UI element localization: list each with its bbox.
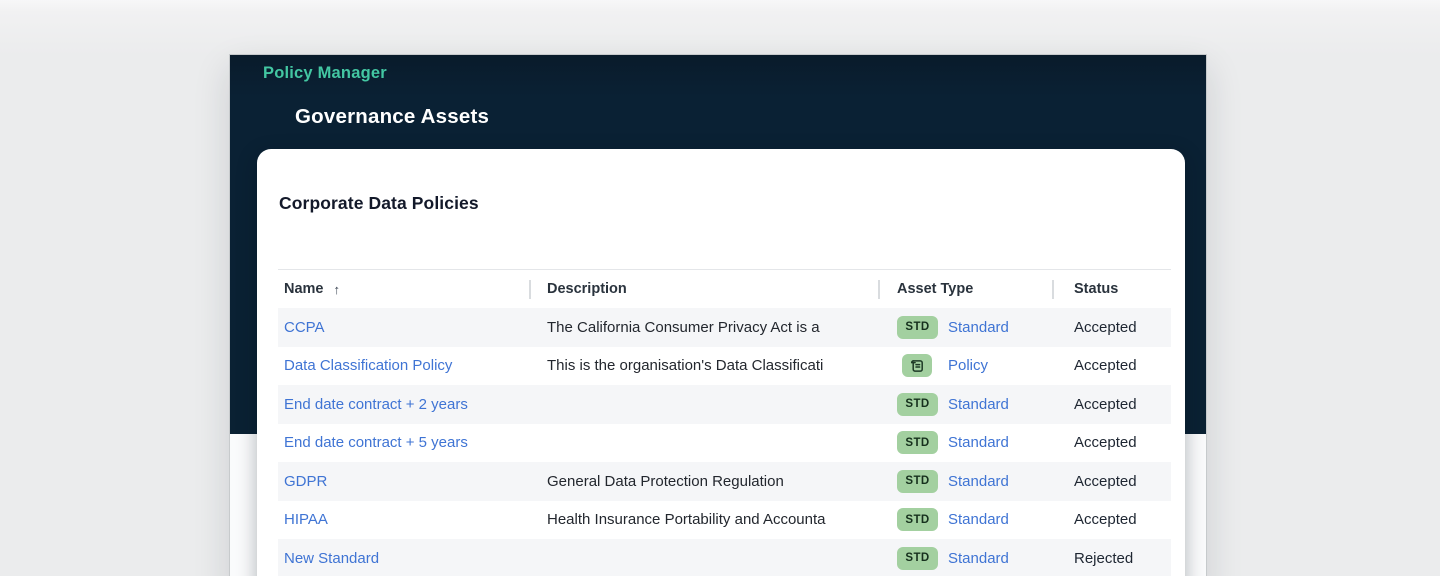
page-title: Governance Assets [295,105,490,128]
status-text: Accepted [1074,357,1137,375]
asset-type-badge-slot: STD [897,431,938,455]
scroll-icon [902,354,932,378]
policy-name-link[interactable]: End date contract + 5 years [284,434,468,452]
status-text: Accepted [1074,472,1137,490]
asset-type-link[interactable]: Standard [948,395,1009,413]
name-cell: End date contract + 5 years [278,424,529,463]
table-body: CCPA The California Consumer Privacy Act… [278,308,1171,576]
asset-type-link[interactable]: Standard [948,318,1009,336]
description-cell: General Data Protection Regulation [547,472,784,490]
app-window: Policy Manager Governance Assets Corpora… [229,54,1207,576]
asset-type-abbrev-badge: STD [897,392,938,416]
table-row: HIPAA Health Insurance Portability and A… [278,501,1171,540]
name-cell: HIPAA [278,501,529,540]
description-cell [529,424,878,463]
column-header-description-label: Description [547,281,627,297]
asset-type-badge-slot: STD [897,546,938,570]
asset-type-link[interactable]: Standard [948,511,1009,529]
description-cell: Health Insurance Portability and Account… [547,511,826,529]
asset-type-abbrev-badge: STD [897,431,938,455]
card-title: Corporate Data Policies [279,193,479,213]
asset-type-cell: STD Standard [878,385,1052,424]
sort-ascending-icon: ↑ [333,281,341,297]
asset-type-abbrev-badge: STD [897,546,938,570]
app-label: Policy Manager [263,64,387,82]
name-cell: New Standard [278,539,529,576]
policy-name-link[interactable]: CCPA [284,318,325,336]
policy-name-link[interactable]: GDPR [284,472,328,490]
column-header-asset-type-label: Asset Type [897,281,974,297]
status-text: Accepted [1074,511,1137,529]
asset-type-link[interactable]: Standard [948,472,1009,490]
column-header-description[interactable]: Description [529,270,878,308]
table-row: Data Classification Policy This is the o… [278,347,1171,386]
asset-type-badge-slot: STD [897,392,938,416]
status-text: Accepted [1074,434,1137,452]
status-text: Accepted [1074,318,1137,336]
table-row: CCPA The California Consumer Privacy Act… [278,308,1171,347]
policy-name-link[interactable]: New Standard [284,549,380,567]
column-header-name[interactable]: Name ↑ [278,270,529,308]
column-header-asset-type[interactable]: Asset Type [878,270,1052,308]
asset-type-badge-slot: STD [897,315,938,339]
asset-type-cell: STD Standard [878,308,1052,347]
table-row: New Standard STD Standard Rejected [278,539,1171,576]
name-cell: End date contract + 2 years [278,385,529,424]
policies-table: Name ↑ Description Asset Type Status CCP… [278,269,1171,576]
name-cell: CCPA [278,308,529,347]
asset-type-cell: STD Standard [878,501,1052,540]
policy-name-link[interactable]: End date contract + 2 years [284,395,468,413]
asset-type-abbrev-badge: STD [897,469,938,493]
table-row: GDPR General Data Protection Regulation … [278,462,1171,501]
policy-name-link[interactable]: HIPAA [284,511,328,529]
asset-type-badge-slot: STD [897,508,938,532]
asset-type-cell: STD Standard [878,462,1052,501]
column-header-name-label: Name [284,281,324,297]
policy-name-link[interactable]: Data Classification Policy [284,357,453,375]
asset-type-abbrev-badge: STD [897,315,938,339]
asset-type-cell: STD Standard [878,539,1052,576]
asset-type-badge-slot: STD [897,469,938,493]
policies-card: Corporate Data Policies Name ↑ Descripti… [257,149,1185,576]
description-cell [529,539,878,576]
asset-type-link[interactable]: Standard [948,549,1009,567]
description-cell: This is the organisation's Data Classifi… [547,357,824,375]
asset-type-link[interactable]: Policy [948,357,989,375]
asset-type-cell: Policy [878,347,1052,386]
asset-type-abbrev-badge: STD [897,508,938,532]
table-row: End date contract + 2 years STD Standard… [278,385,1171,424]
table-row: End date contract + 5 years STD Standard… [278,424,1171,463]
name-cell: Data Classification Policy [278,347,529,386]
asset-type-cell: STD Standard [878,424,1052,463]
asset-type-badge-slot [897,354,938,378]
column-header-status-label: Status [1074,281,1119,297]
description-cell: The California Consumer Privacy Act is a [547,318,820,336]
description-cell [529,385,878,424]
status-text: Rejected [1074,549,1134,567]
asset-type-link[interactable]: Standard [948,434,1009,452]
table-header-row: Name ↑ Description Asset Type Status [278,269,1171,308]
name-cell: GDPR [278,462,529,501]
status-text: Accepted [1074,395,1137,413]
column-header-status[interactable]: Status [1052,270,1171,308]
